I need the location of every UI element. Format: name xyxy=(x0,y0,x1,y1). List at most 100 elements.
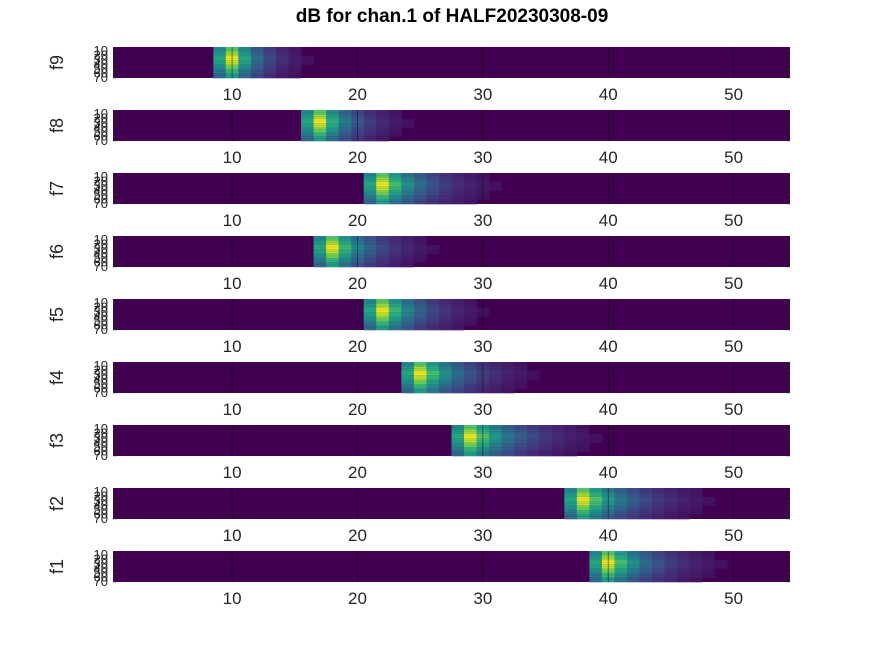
y-tick-label: 10 xyxy=(94,169,108,184)
heatmap-cell xyxy=(564,447,578,452)
heatmap-cell xyxy=(627,501,640,507)
heatmap-cell xyxy=(652,488,665,493)
heatmap-cell xyxy=(664,501,678,507)
x-tick-label: 30 xyxy=(473,337,492,356)
heatmap-cell xyxy=(413,362,427,367)
heatmap-cell xyxy=(326,136,339,142)
heatmap-background xyxy=(113,236,790,267)
heatmap-cell xyxy=(326,258,339,263)
heatmap-cell xyxy=(451,384,465,389)
y-tick-label: 40 xyxy=(94,497,108,512)
heatmap-cell xyxy=(464,366,477,372)
heatmap-cell xyxy=(413,190,427,196)
heatmap-cell xyxy=(313,136,327,142)
heatmap-cell xyxy=(363,316,377,322)
heatmap-cell xyxy=(238,64,252,70)
heatmap-cell xyxy=(250,64,264,70)
heatmap-cell xyxy=(413,236,427,241)
heatmap-cell xyxy=(438,303,452,309)
heatmap-cell xyxy=(376,199,390,205)
heatmap-cell xyxy=(401,199,415,205)
heatmap-cell xyxy=(238,73,252,79)
heatmap-cell xyxy=(213,73,227,79)
heatmap-cell xyxy=(551,429,565,435)
heatmap-cell xyxy=(275,55,289,61)
heatmap-cell xyxy=(489,388,502,394)
heatmap-cell xyxy=(438,388,452,394)
heatmap-cell xyxy=(464,370,477,376)
heatmap-cell xyxy=(702,551,716,556)
heatmap-cell xyxy=(464,299,477,304)
heatmap-cell xyxy=(401,236,415,241)
heatmap-cell xyxy=(464,316,477,322)
heatmap-cell xyxy=(514,442,528,448)
heatmap-cell xyxy=(401,299,415,304)
heatmap-cell xyxy=(576,514,590,520)
heatmap-cell xyxy=(539,425,553,430)
heatmap-cell xyxy=(702,573,716,578)
heatmap-cell xyxy=(589,551,603,556)
y-tick-label: 40 xyxy=(94,245,108,260)
heatmap-cell xyxy=(539,447,553,452)
heatmap-cell xyxy=(288,51,302,57)
heatmap-cell xyxy=(489,451,502,457)
heatmap-cell xyxy=(589,573,603,578)
heatmap-cell xyxy=(326,127,339,133)
heatmap-cell xyxy=(614,555,628,561)
heatmap-cell xyxy=(388,118,402,124)
heatmap-cell xyxy=(589,559,603,565)
heatmap-cell xyxy=(263,47,277,52)
heatmap-cell xyxy=(338,249,352,255)
heatmap-cell xyxy=(539,442,553,448)
heatmap-cell xyxy=(589,577,603,583)
heatmap-cell xyxy=(426,316,440,322)
heatmap-cell xyxy=(301,55,314,61)
heatmap-cell xyxy=(464,177,477,183)
heatmap-cell xyxy=(589,496,603,502)
heatmap-cell xyxy=(326,253,339,259)
heatmap-cell xyxy=(451,316,465,322)
heatmap-cell xyxy=(514,447,528,452)
heatmap-cell xyxy=(388,127,402,133)
heatmap-cell xyxy=(501,425,515,430)
heatmap-cell xyxy=(401,384,415,389)
heatmap-cell xyxy=(388,244,402,250)
y-tick-label: 40 xyxy=(94,182,108,197)
heatmap-cell xyxy=(388,190,402,196)
y-tick-label: 20 xyxy=(94,48,108,63)
heatmap-cell xyxy=(426,173,440,178)
heatmap-cell xyxy=(451,303,465,309)
heatmap-cell xyxy=(363,303,377,309)
heatmap-cell xyxy=(464,375,477,381)
y-tick-label: 70 xyxy=(94,259,108,274)
heatmap-cell xyxy=(326,262,339,268)
heatmap-cell xyxy=(652,577,665,583)
y-tick-label: 40 xyxy=(94,434,108,449)
heatmap-cell xyxy=(401,312,415,318)
heatmap-cell xyxy=(313,258,327,263)
heatmap-cell xyxy=(413,307,427,313)
heatmap-cell xyxy=(689,577,703,583)
heatmap-cell xyxy=(263,73,277,79)
heatmap-cell xyxy=(689,564,703,570)
heatmap-cell xyxy=(464,190,477,196)
heatmap-cell xyxy=(413,370,427,376)
heatmap-cell xyxy=(213,60,227,66)
heatmap-cell xyxy=(438,321,452,326)
heatmap-cell xyxy=(664,555,678,561)
heatmap-cell xyxy=(564,492,578,498)
heatmap-cell xyxy=(576,447,590,452)
heatmap-cell xyxy=(614,505,628,511)
heatmap-cell xyxy=(376,299,390,304)
heatmap-cell xyxy=(614,510,628,515)
x-tick-label: 40 xyxy=(599,85,618,104)
heatmap-cell xyxy=(338,244,352,250)
heatmap-cell xyxy=(301,136,314,142)
heatmap-cell xyxy=(288,47,302,52)
y-tick-label: 10 xyxy=(94,43,108,58)
heatmap-cell xyxy=(677,488,691,493)
heatmap-cell xyxy=(677,510,691,515)
